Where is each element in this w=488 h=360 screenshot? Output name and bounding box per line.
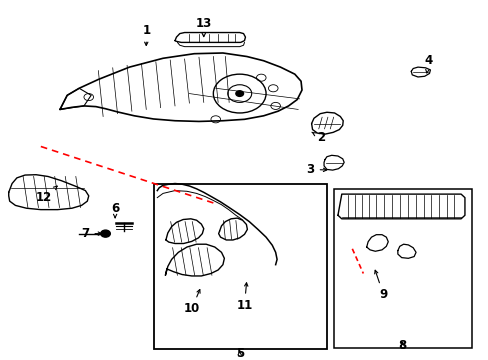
Text: 12: 12 — [36, 186, 57, 204]
Bar — [333, 189, 471, 348]
Text: 11: 11 — [236, 283, 252, 312]
Polygon shape — [324, 155, 344, 170]
Polygon shape — [165, 219, 203, 243]
Polygon shape — [165, 244, 224, 276]
Bar — [154, 184, 326, 349]
Text: 13: 13 — [195, 17, 211, 37]
Text: 4: 4 — [424, 54, 432, 73]
Polygon shape — [218, 218, 247, 240]
Text: 9: 9 — [374, 270, 387, 301]
Polygon shape — [311, 112, 343, 134]
Polygon shape — [9, 175, 89, 210]
Circle shape — [101, 230, 110, 237]
Text: 2: 2 — [311, 131, 325, 144]
Text: 3: 3 — [306, 163, 326, 176]
Circle shape — [235, 91, 243, 96]
Text: 7: 7 — [81, 227, 102, 240]
Polygon shape — [366, 235, 387, 251]
Polygon shape — [60, 53, 302, 121]
Text: 10: 10 — [183, 289, 200, 315]
Text: 8: 8 — [398, 339, 406, 352]
Text: 1: 1 — [142, 23, 150, 45]
Text: 5: 5 — [235, 347, 244, 360]
Polygon shape — [337, 194, 464, 219]
Polygon shape — [397, 244, 415, 258]
Text: 6: 6 — [111, 202, 119, 218]
Polygon shape — [175, 32, 245, 42]
Polygon shape — [410, 67, 429, 77]
